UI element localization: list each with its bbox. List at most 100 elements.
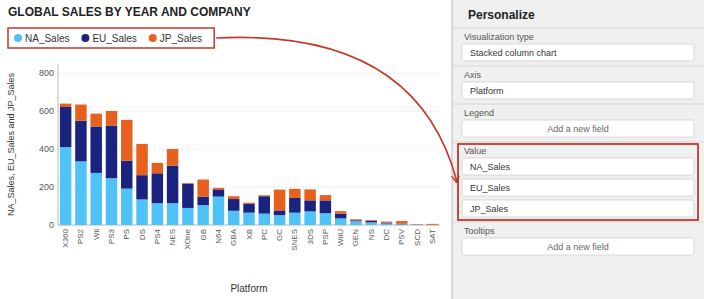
bar-segment xyxy=(90,127,101,173)
panel-field-label: Platform xyxy=(470,86,504,96)
x-tick-label: SAT xyxy=(428,229,437,244)
bar-segment xyxy=(75,105,86,121)
bar-segment xyxy=(228,196,239,199)
y-tick-label: 600 xyxy=(39,106,54,116)
panel-section-label: Tooltips xyxy=(464,226,495,236)
bar-segment xyxy=(213,197,224,225)
bar-segment xyxy=(366,221,377,223)
x-tick-label: WiiU xyxy=(336,229,345,246)
bar-segment xyxy=(396,221,407,224)
bar-segment xyxy=(213,189,224,196)
bar-segment xyxy=(381,222,392,224)
bar-segment xyxy=(350,221,361,225)
bar-segment xyxy=(411,224,422,225)
x-tick-label: PSV xyxy=(397,228,406,245)
bar-segment xyxy=(411,224,422,225)
bar-segment xyxy=(90,114,101,127)
bar-segment xyxy=(152,203,163,225)
bar-segment xyxy=(228,199,239,211)
x-tick-label: DS xyxy=(138,229,147,240)
legend-swatch xyxy=(14,34,22,42)
bar-segment xyxy=(259,195,270,197)
y-axis-label: NA_Sales, EU_Sales and JP_Sales xyxy=(6,72,16,216)
x-tick-label: Wii xyxy=(92,229,101,240)
bar-segment xyxy=(136,144,147,175)
panel-section-label: Legend xyxy=(464,108,494,118)
bar-segment xyxy=(167,149,178,166)
bar-segment xyxy=(182,182,193,184)
bar-segment xyxy=(350,219,361,221)
bar-segment xyxy=(197,197,208,206)
panel-field xyxy=(462,158,694,175)
x-tick-label: N64 xyxy=(214,228,223,243)
highlight-arrow xyxy=(216,37,457,182)
bar-segment xyxy=(350,220,361,222)
panel-section-label: Value xyxy=(464,146,486,156)
y-tick-label: 800 xyxy=(39,68,54,78)
panel-separator xyxy=(452,28,704,29)
bar-segment xyxy=(136,175,147,199)
panel-field-label: Stacked column chart xyxy=(470,48,557,58)
bar-segment xyxy=(197,205,208,225)
panel: PersonalizeVisualization typeStacked col… xyxy=(452,0,704,299)
bar-segment xyxy=(259,214,270,225)
bar-segment xyxy=(381,223,392,225)
panel-section-label: Axis xyxy=(464,70,482,80)
bar-segment xyxy=(335,214,346,219)
bar-segment xyxy=(90,173,101,225)
bar-segment xyxy=(106,111,117,126)
panel-field xyxy=(462,44,694,61)
bar-segment xyxy=(320,195,331,200)
panel-separator xyxy=(452,222,704,223)
bar-segment xyxy=(243,202,254,204)
bar-segment xyxy=(152,163,163,173)
bar-segment xyxy=(228,211,239,225)
bar-segment xyxy=(75,121,86,162)
bar-segment xyxy=(381,221,392,223)
x-tick-label: PSP xyxy=(321,229,330,245)
bar-segment xyxy=(320,213,331,225)
bar-segment xyxy=(106,126,117,179)
x-tick-label: GBA xyxy=(229,228,238,246)
legend-label: NA_Sales xyxy=(25,33,69,44)
x-tick-label: PC xyxy=(260,229,269,240)
grid xyxy=(58,73,440,225)
bar-segment xyxy=(335,218,346,225)
panel-section-label: Visualization type xyxy=(464,32,534,42)
bars xyxy=(60,104,438,225)
legend-swatch xyxy=(149,34,157,42)
x-tick-label: XB xyxy=(245,229,254,240)
panel-field xyxy=(462,238,694,255)
bar-segment xyxy=(366,222,377,225)
bar-segment xyxy=(136,199,147,225)
bar-segment xyxy=(289,198,300,213)
bar-segment xyxy=(121,120,132,161)
panel-field-label: NA_Sales xyxy=(470,162,511,172)
bar-segment xyxy=(427,223,438,225)
bar-segment xyxy=(60,104,71,107)
bar-segment xyxy=(152,173,163,203)
bar-segment xyxy=(335,211,346,213)
x-tick-label: GC xyxy=(275,229,284,241)
panel-field-label: JP_Sales xyxy=(470,204,509,214)
panel-field xyxy=(462,82,694,99)
x-tick-label: PS3 xyxy=(107,228,116,244)
panel-separator xyxy=(452,66,704,67)
legend-label: EU_Sales xyxy=(92,33,136,44)
y-tick-label: 200 xyxy=(39,182,54,192)
panel-field-label: Add a new field xyxy=(547,124,609,134)
title: GLOBAL SALES BY YEAR AND COMPANY xyxy=(8,5,251,19)
bar-segment xyxy=(106,178,117,225)
bar-segment xyxy=(60,147,71,225)
bar-segment xyxy=(213,188,224,190)
panel-field-label: Add a new field xyxy=(547,242,609,252)
bar-segment xyxy=(243,204,254,213)
x-tick-label: GEN xyxy=(351,229,360,247)
bar-segment xyxy=(304,200,315,211)
bar-segment xyxy=(289,189,300,198)
bar-segment xyxy=(320,200,331,213)
legend-swatch xyxy=(81,34,89,42)
x-tick-label: GB xyxy=(199,229,208,241)
x-tick-label: PS4 xyxy=(153,228,162,244)
bar-segment xyxy=(167,166,178,204)
